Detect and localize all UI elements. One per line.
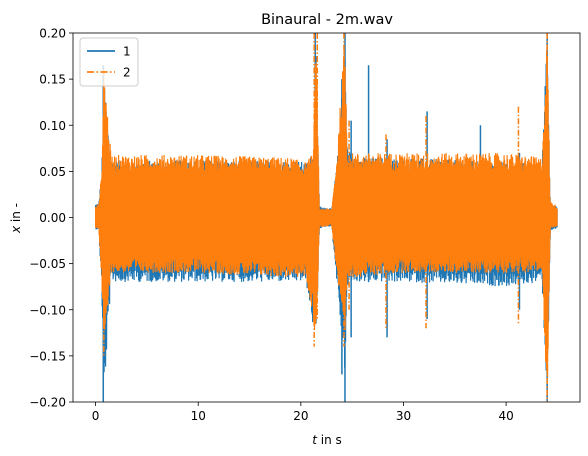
legend-label-1: 1 bbox=[123, 45, 131, 59]
y-tick-label: −0.15 bbox=[29, 349, 66, 363]
y-tick-label: 0.05 bbox=[39, 165, 66, 179]
y-axis: −0.20 −0.15 −0.10 −0.05 0.00 0.05 0.10 0.15 0.20 bbox=[29, 27, 73, 410]
x-tick-label: 10 bbox=[191, 409, 206, 423]
chart-title: Binaural - 2m.wav bbox=[261, 12, 393, 28]
y-tick-label: −0.20 bbox=[29, 396, 66, 410]
x-axis-label-variable: t bbox=[312, 433, 318, 447]
legend-box bbox=[79, 37, 139, 87]
y-axis-label-variable: x bbox=[9, 225, 23, 234]
legend: 12 bbox=[79, 37, 139, 87]
y-tick-label: −0.05 bbox=[29, 257, 66, 271]
series-2-waveform bbox=[95, 50, 558, 378]
x-tick-label: 40 bbox=[498, 409, 513, 423]
x-axis: 0 10 20 30 40 bbox=[92, 402, 514, 423]
plot-area bbox=[95, 33, 558, 402]
y-axis-label-unit: in - bbox=[9, 203, 23, 226]
y-tick-label: 0.20 bbox=[39, 27, 66, 41]
legend-label-2: 2 bbox=[123, 66, 131, 80]
y-axis-label: x in - bbox=[9, 203, 23, 234]
y-tick-label: −0.10 bbox=[29, 303, 66, 317]
x-axis-label-unit: in s bbox=[317, 433, 342, 447]
x-tick-label: 0 bbox=[92, 409, 100, 423]
x-axis-label: t in s bbox=[312, 433, 342, 447]
x-tick-label: 20 bbox=[293, 409, 308, 423]
series-2 bbox=[95, 33, 558, 402]
y-tick-label: 0.10 bbox=[39, 119, 66, 133]
x-tick-label: 30 bbox=[396, 409, 411, 423]
y-tick-label: 0.00 bbox=[39, 211, 66, 225]
y-tick-label: 0.15 bbox=[39, 73, 66, 87]
